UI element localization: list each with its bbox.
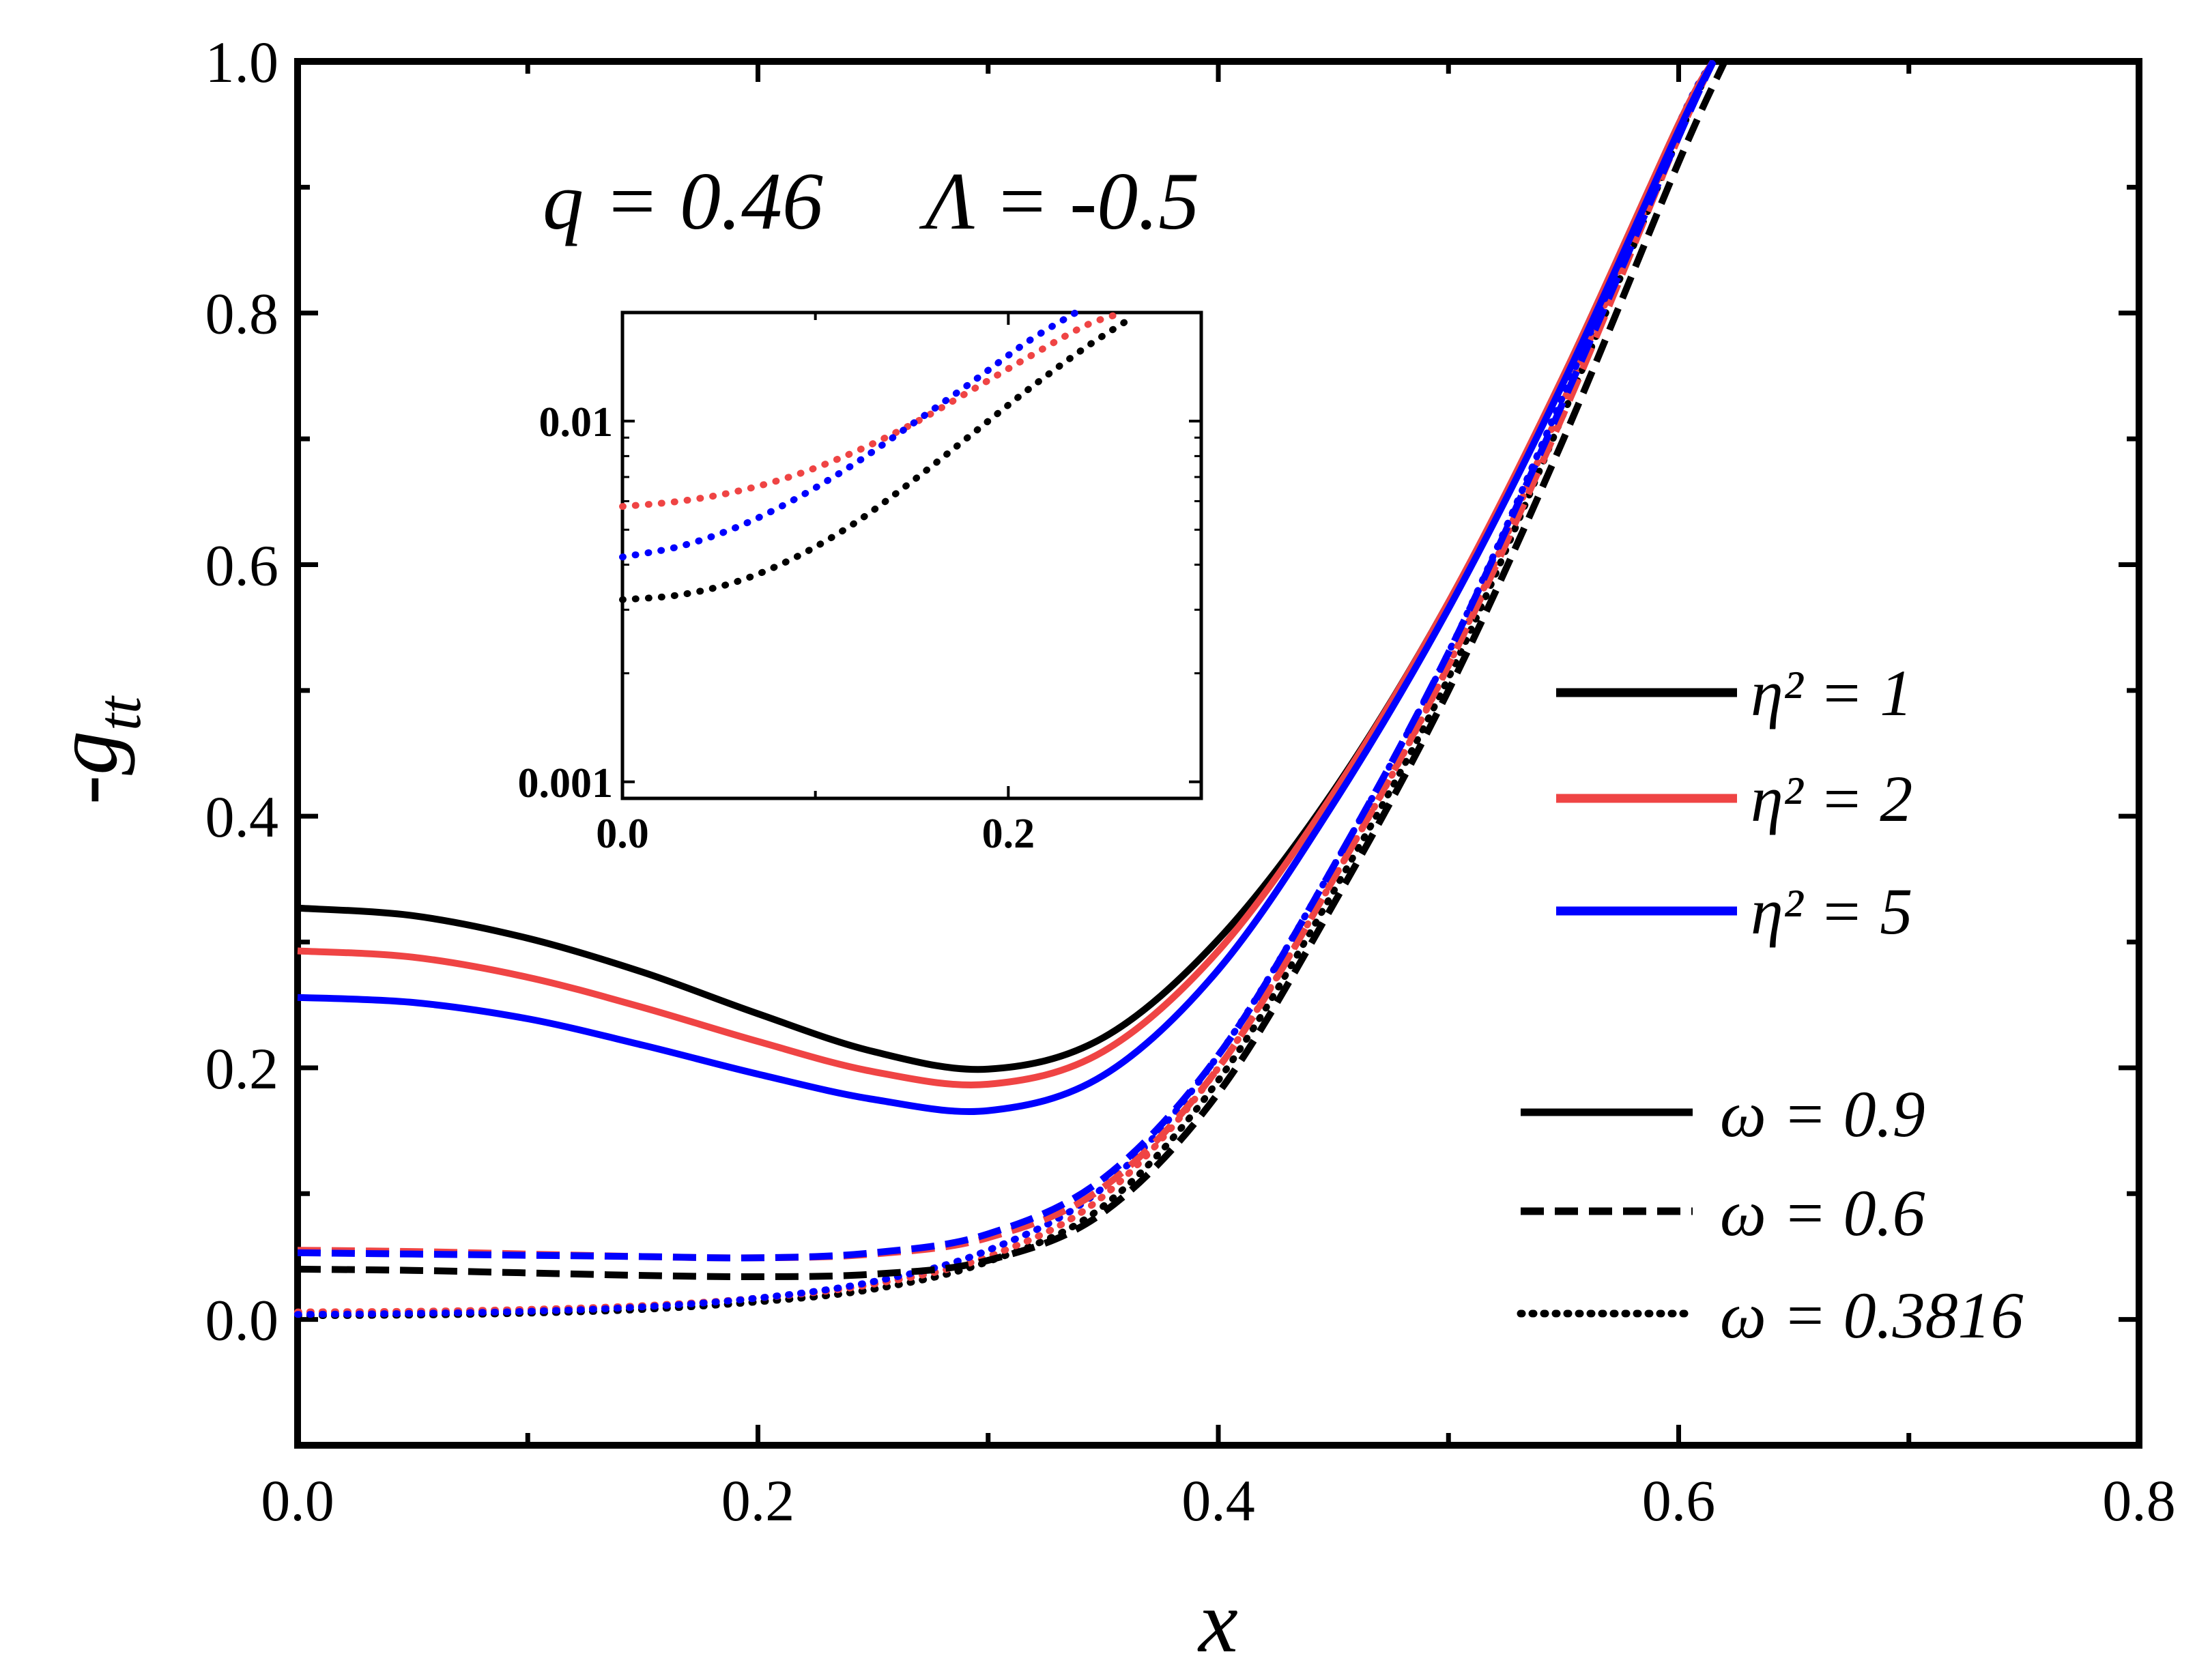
- legend-label-omega06: ω = 0.6: [1720, 1176, 1925, 1249]
- legend-label-omega09: ω = 0.9: [1720, 1077, 1925, 1150]
- x-tick-label: 0.2: [721, 1468, 795, 1533]
- series-line: [297, 59, 1728, 1281]
- legend-label-eta1: η² = 1: [1751, 656, 1912, 729]
- y-tick-label: 0.8: [205, 281, 279, 347]
- y-axis-title: -gtt: [38, 695, 154, 805]
- inset-lines: [619, 309, 1138, 603]
- x-axis-title: x: [1197, 1573, 1238, 1671]
- x-tick-label: 0.8: [2102, 1468, 2176, 1533]
- legend-label-omega03816: ω = 0.3816: [1720, 1279, 2024, 1352]
- x-tick-label: 0.4: [1181, 1468, 1255, 1533]
- inset-series-line: [619, 309, 1080, 561]
- inset-y-tick-label: 0.001: [518, 760, 614, 807]
- y-tick-label: 1.0: [205, 29, 279, 95]
- inset-ticks: 0.0 0.2 0.001 0.01: [518, 313, 1203, 857]
- x-tick-label: 0.6: [1642, 1468, 1716, 1533]
- y-tick-label: 0.0: [205, 1288, 279, 1353]
- parameter-annotation: q = 0.46 Λ = -0.5: [543, 156, 1199, 246]
- main-ticks: 0.0 0.2 0.4 0.6 0.8 0.0 0.2 0.4 0.6 0.8 1.0: [205, 29, 2176, 1533]
- legend-label-eta5: η² = 5: [1751, 875, 1912, 948]
- inset-x-tick-label: 0.2: [982, 811, 1035, 857]
- series-line: [297, 59, 1717, 1262]
- x-tick-label: 0.0: [261, 1468, 334, 1533]
- inset-y-tick-label: 0.01: [539, 399, 614, 446]
- legend-style: ω = 0.9 ω = 0.6 ω = 0.3816: [1517, 1077, 2024, 1352]
- inset-x-tick-label: 0.0: [596, 811, 649, 857]
- main-lines: [294, 58, 1728, 1320]
- inset-series-line: [619, 313, 1138, 603]
- y-tick-label: 0.6: [205, 532, 279, 598]
- legend-label-eta2: η² = 2: [1751, 762, 1912, 835]
- legend-color: η² = 1 η² = 2 η² = 5: [1556, 656, 1912, 948]
- y-tick-label: 0.4: [205, 784, 279, 850]
- inset-frame: [620, 310, 1203, 800]
- series-line: [294, 58, 1717, 1316]
- y-tick-label: 0.2: [205, 1036, 279, 1101]
- series-line: [297, 59, 1717, 1115]
